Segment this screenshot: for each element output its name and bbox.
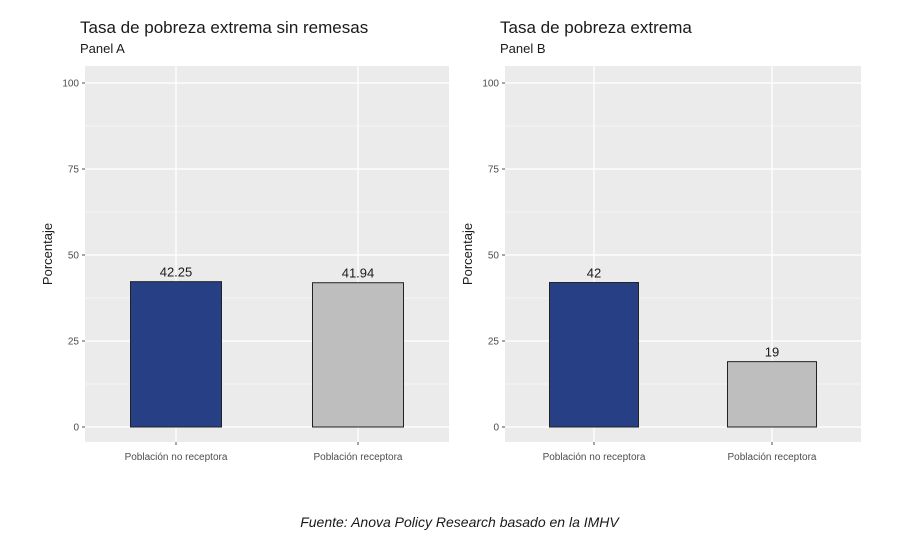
x-tick-label: Población receptora [314,452,403,463]
y-tick-label: 100 [62,79,79,90]
y-axis-label: Porcentaje [40,223,55,285]
x-tick-label: Población receptora [728,452,817,463]
y-axis-label: Porcentaje [460,223,475,285]
chart-title: Tasa de pobreza extrema sin remesas [80,18,368,37]
x-tick-label: Población no receptora [125,452,228,463]
y-tick-label: 50 [68,251,80,262]
bar [549,282,639,428]
y-tick-label: 25 [488,337,500,348]
chart-title: Tasa de pobreza extrema [500,18,692,37]
y-tick-label: 50 [488,251,500,262]
chart-subtitle: Panel A [80,41,125,56]
y-tick-label: 0 [73,423,79,434]
x-tick-label: Población no receptora [543,452,646,463]
source-caption: Fuente: Anova Policy Research basado en … [300,514,619,530]
chart-subtitle: Panel B [500,41,546,56]
bar [312,282,404,428]
y-tick-label: 75 [488,165,500,176]
chart-panel-0: Tasa de pobreza extrema sin remesas Panel… [40,18,449,463]
data-label: 19 [765,345,779,360]
bar [130,281,222,428]
y-tick-label: 0 [493,423,499,434]
bar [727,361,817,428]
chart-panel-1: Tasa de pobreza extrema Panel B 0 25 50 75 100… [460,18,861,463]
data-label: 42.25 [160,265,193,280]
y-tick-label: 75 [68,165,80,176]
data-label: 42 [587,266,601,281]
y-tick-label: 100 [482,79,499,90]
y-tick-label: 25 [68,337,80,348]
data-label: 41.94 [342,266,375,281]
